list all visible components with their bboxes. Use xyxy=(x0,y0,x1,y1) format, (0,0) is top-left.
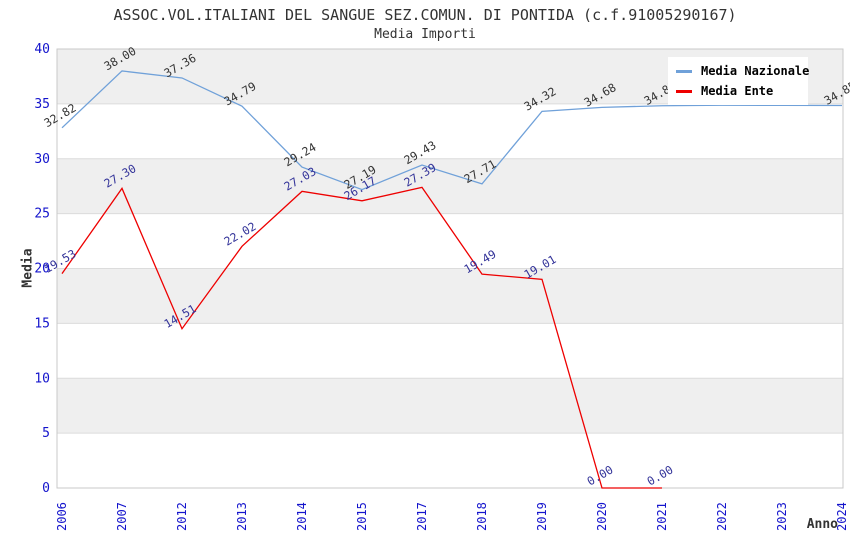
x-tick-label: 2021 xyxy=(655,502,669,531)
chart-subtitle: Media Importi xyxy=(374,27,476,42)
x-tick-label: 2013 xyxy=(235,502,249,531)
plot-band xyxy=(57,158,843,214)
y-tick-label: 20 xyxy=(34,262,50,277)
plot-border xyxy=(56,48,844,489)
legend-item-media-ente: Media Ente xyxy=(676,84,800,98)
series-line-media-ente xyxy=(61,186,662,489)
y-tick-label: 25 xyxy=(34,207,50,222)
x-axis-title: Anno xyxy=(806,517,838,532)
y-tick-label: 10 xyxy=(34,371,50,386)
point-label: 22.02 xyxy=(222,219,259,248)
legend-item-media-nazionale: Media Nazionale xyxy=(676,64,809,78)
chart-title: ASSOC.VOL.ITALIANI DEL SANGUE SEZ.COMUN.… xyxy=(113,6,737,24)
x-tick-label: 2012 xyxy=(175,502,189,531)
legend-line-swatch-ente-icon xyxy=(676,89,692,93)
x-tick-label: 2014 xyxy=(295,502,309,531)
y-tick-label: 15 xyxy=(34,316,50,331)
y-tick-label: 40 xyxy=(34,42,50,57)
legend-line-swatch-nazionale-icon xyxy=(676,69,692,73)
y-tick-label: 0 xyxy=(42,481,50,496)
x-tick-label: 2007 xyxy=(115,502,129,531)
x-tick-label: 2024 xyxy=(835,502,849,531)
legend: Media Nazionale Media Ente xyxy=(668,57,809,105)
plot-band xyxy=(57,378,843,434)
x-tick-label: 2006 xyxy=(55,502,69,531)
point-label: 0.00 xyxy=(645,463,676,489)
x-tick-label: 2019 xyxy=(535,502,549,531)
x-tick-label: 2017 xyxy=(415,502,429,531)
y-tick-label: 5 xyxy=(42,426,50,441)
plot-band xyxy=(57,268,843,324)
x-tick-label: 2022 xyxy=(715,502,729,531)
x-tick-label: 2018 xyxy=(475,502,489,531)
legend-label-media-ente: Media Ente xyxy=(701,84,774,98)
y-tick-label: 30 xyxy=(34,152,50,167)
series-line-media-nazionale xyxy=(61,70,843,191)
point-label: 0.00 xyxy=(585,463,616,489)
y-tick-label: 35 xyxy=(34,97,50,112)
x-tick-label: 2015 xyxy=(355,502,369,531)
legend-label-media-nazionale: Media Nazionale xyxy=(701,64,810,78)
x-tick-label: 2023 xyxy=(775,502,789,531)
x-tick-label: 2020 xyxy=(595,502,609,531)
